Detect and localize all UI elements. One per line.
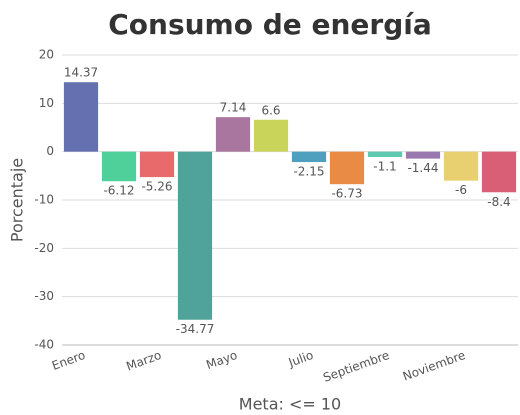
y-tick-label: 0 (46, 144, 54, 158)
value-label: -6.12 (103, 184, 134, 198)
bar (253, 119, 289, 152)
value-label: 7.14 (220, 101, 247, 115)
y-tick-label: -20 (34, 241, 54, 255)
bar (101, 151, 137, 182)
y-tick-label: -40 (34, 338, 54, 352)
value-label: -1.1 (373, 159, 396, 173)
bar (443, 151, 479, 181)
bar (177, 151, 213, 320)
y-tick-label: -30 (34, 289, 54, 303)
x-axis-title: Meta: <= 10 (239, 395, 341, 414)
x-tick-label: Mayo (204, 348, 239, 372)
x-tick-label: Marzo (124, 348, 163, 374)
value-label: -5.26 (141, 180, 172, 194)
value-label: -6.73 (331, 187, 362, 201)
bar (481, 151, 517, 193)
bar (139, 151, 175, 178)
bar (215, 117, 251, 152)
value-label: -2.15 (293, 165, 324, 179)
y-tick-label: 10 (39, 96, 54, 110)
bar (405, 151, 441, 159)
x-tick-label: Enero (50, 348, 87, 373)
bar (291, 151, 327, 163)
y-tick-label: 20 (39, 48, 54, 62)
value-label: -8.4 (487, 195, 510, 209)
value-label: 14.37 (64, 66, 98, 80)
y-tick-label: -10 (34, 193, 54, 207)
y-axis-title: Porcentaje (8, 158, 27, 242)
value-label: -1.44 (407, 161, 438, 175)
x-tick-label: Noviembre (401, 348, 467, 384)
x-tick-label: Septiembre (321, 348, 391, 385)
bar (367, 151, 403, 157)
value-label: -6 (455, 183, 467, 197)
x-tick-label: Julio (286, 348, 315, 370)
bar (63, 82, 99, 152)
value-label: 6.6 (261, 103, 280, 117)
value-label: -34.77 (176, 322, 215, 336)
bar (329, 151, 365, 185)
chart-title: Consumo de energía (108, 8, 432, 41)
